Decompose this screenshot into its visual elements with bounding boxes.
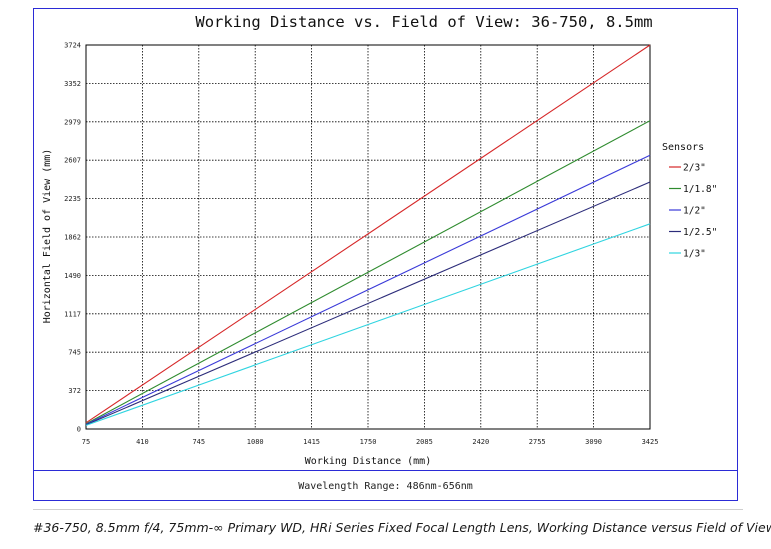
y-axis-label: Horizontal Field of View (mm) <box>42 149 53 324</box>
legend-entry-label: 1/2" <box>683 206 706 217</box>
y-tick-label: 2979 <box>64 118 81 126</box>
y-axis-ticks: 0 372 745 1117 1490 1862 2235 2607 2979 3352 3724 <box>64 42 81 434</box>
series-line <box>85 120 651 425</box>
series-line <box>85 223 651 426</box>
x-tick-label: 2755 <box>529 438 546 446</box>
y-tick-label: 2607 <box>64 157 81 165</box>
x-tick-label: 3425 <box>642 438 659 446</box>
series-lines <box>85 44 651 426</box>
legend-entry-label: 1/3" <box>683 249 706 260</box>
figure-caption: #36-750, 8.5mm f/4, 75mm-∞ Primary WD, H… <box>33 520 771 535</box>
legend: Sensors 2/3" 1/1.8" 1/2" 1/2.5" 1/3" <box>662 142 717 260</box>
x-tick-label: 1080 <box>247 438 264 446</box>
y-tick-label: 2235 <box>64 195 81 203</box>
y-tick-label: 372 <box>68 387 81 395</box>
y-tick-label: 3352 <box>64 80 81 88</box>
x-axis-label: Working Distance (mm) <box>305 456 431 467</box>
legend-title: Sensors <box>662 142 704 153</box>
x-axis-ticks: 75 410 745 1080 1415 1750 2085 2420 2755 3090 3425 <box>82 438 659 446</box>
x-tick-label: 2085 <box>416 438 433 446</box>
y-tick-label: 1117 <box>64 310 81 318</box>
series-line <box>85 44 651 424</box>
x-tick-label: 1750 <box>360 438 377 446</box>
grid <box>86 45 650 429</box>
x-tick-label: 75 <box>82 438 90 446</box>
y-tick-label: 0 <box>77 426 81 434</box>
y-tick-label: 1862 <box>64 234 81 242</box>
legend-entry-label: 1/1.8" <box>683 184 717 195</box>
x-tick-label: 3090 <box>585 438 602 446</box>
legend-entry-label: 2/3" <box>683 163 706 174</box>
x-tick-label: 745 <box>192 438 205 446</box>
y-tick-label: 1490 <box>64 272 81 280</box>
y-tick-label: 3724 <box>64 42 81 50</box>
y-tick-label: 745 <box>68 349 81 357</box>
caption-divider <box>33 509 743 510</box>
wavelength-range-label: Wavelength Range: 486nm-656nm <box>34 470 737 502</box>
legend-entry-label: 1/2.5" <box>683 227 717 238</box>
chart-frame: Wavelength Range: 486nm-656nm <box>33 8 738 501</box>
plot-area <box>85 44 651 430</box>
chart-title: Working Distance vs. Field of View: 36-7… <box>195 13 652 31</box>
x-tick-label: 1415 <box>303 438 320 446</box>
x-tick-label: 410 <box>136 438 149 446</box>
x-tick-label: 2420 <box>472 438 489 446</box>
series-line <box>85 154 651 425</box>
series-line <box>85 181 651 426</box>
